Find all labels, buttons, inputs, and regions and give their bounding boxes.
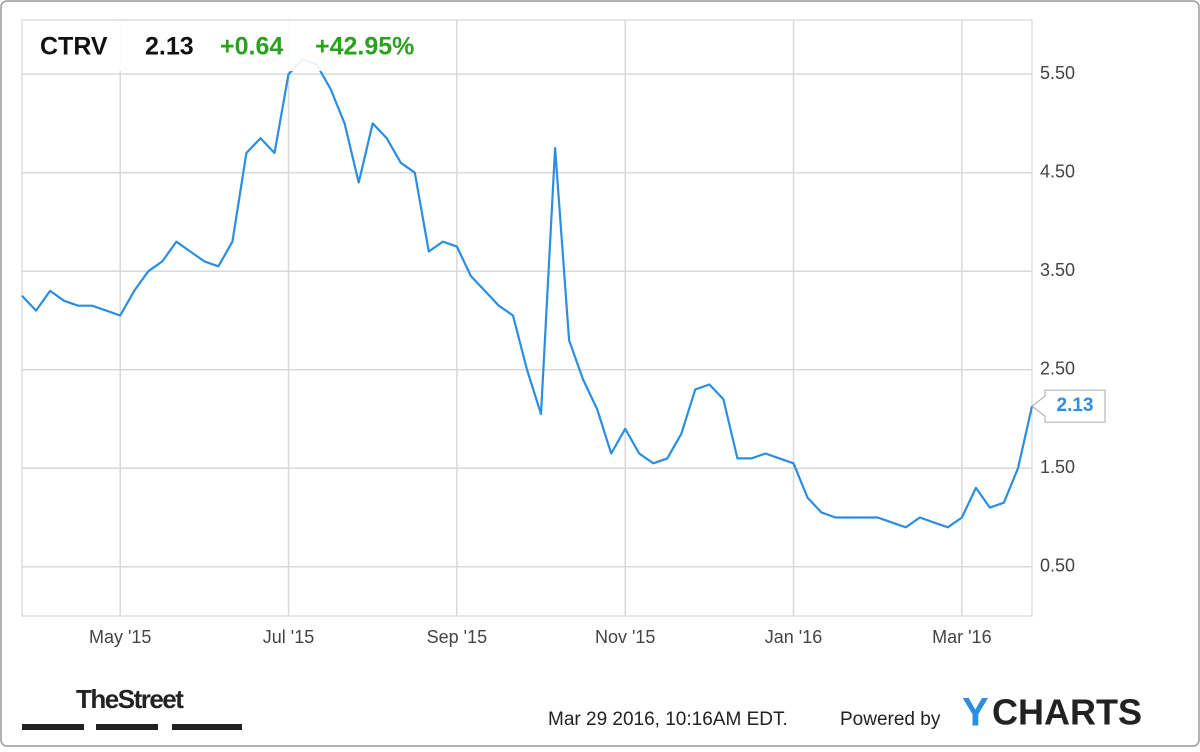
change-pct: +42.95%: [315, 33, 414, 61]
y-tick-label: 5.50: [1040, 63, 1075, 83]
y-tick-label: 2.50: [1040, 358, 1075, 378]
brand-bar: [22, 724, 84, 730]
x-tick-label: May '15: [89, 627, 151, 647]
price: 2.13: [145, 33, 194, 61]
x-tick-label: Jul '15: [263, 627, 314, 647]
powered-by: Powered by: [840, 709, 941, 730]
brand-bar: [172, 724, 242, 730]
timestamp: Mar 29 2016, 10:16AM EDT.: [548, 709, 788, 730]
last-value-label: 2.13: [1057, 395, 1094, 416]
header-box: [23, 21, 456, 71]
plot-area: [21, 19, 1033, 617]
x-tick-label: Nov '15: [595, 627, 655, 647]
brand-bar: [96, 724, 158, 730]
x-tick-label: Jan '16: [765, 627, 822, 647]
logo-rest: CHARTS: [992, 692, 1142, 733]
brand: TheStreet: [76, 684, 184, 714]
logo-y: Y: [962, 691, 989, 735]
change: +0.64: [220, 33, 283, 61]
series: [21, 58, 1034, 529]
y-tick-label: 3.50: [1040, 260, 1075, 280]
ticker: CTRV: [40, 33, 108, 61]
line: [21, 58, 1034, 529]
y-tick-label: 0.50: [1040, 555, 1075, 575]
x-tick-label: Mar '16: [932, 627, 991, 647]
y-tick-label: 1.50: [1040, 457, 1075, 477]
x-tick-label: Sep '15: [427, 627, 488, 647]
y-tick-label: 4.50: [1040, 161, 1075, 181]
callout-box: [1031, 389, 1106, 423]
